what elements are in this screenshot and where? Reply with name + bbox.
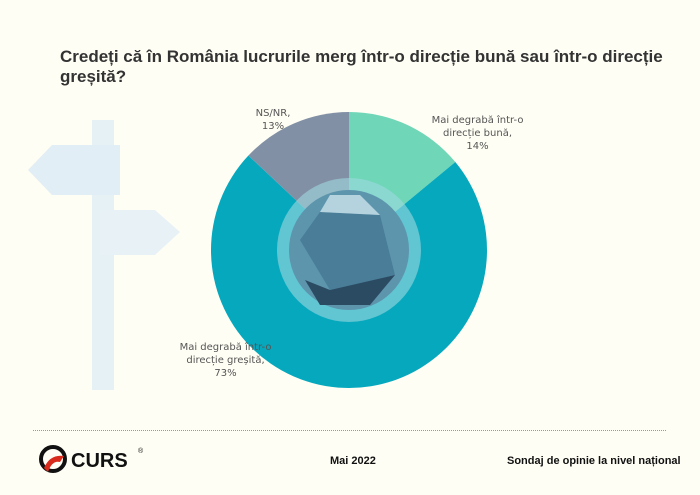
- survey-description: Sondaj de opinie la nivel național: [507, 455, 681, 467]
- label-bad: Mai degrabă într-o direcție greșită, 73%: [179, 342, 272, 379]
- curs-logo: CURS ®: [38, 444, 148, 479]
- chart-title: Credeți că în România lucrurile merg înt…: [60, 47, 663, 86]
- gem-facet: [305, 275, 395, 305]
- divider: [33, 430, 666, 431]
- label-good: Mai degrabă într-o direcție bună, 14%: [431, 115, 524, 152]
- svg-text:CURS: CURS: [71, 450, 128, 472]
- gem-facet: [300, 212, 395, 290]
- svg-text:®: ®: [138, 447, 144, 455]
- label-ns: NS/NR, 13%: [255, 108, 291, 132]
- gem-facet: [320, 195, 380, 215]
- survey-date: Mai 2022: [330, 455, 376, 467]
